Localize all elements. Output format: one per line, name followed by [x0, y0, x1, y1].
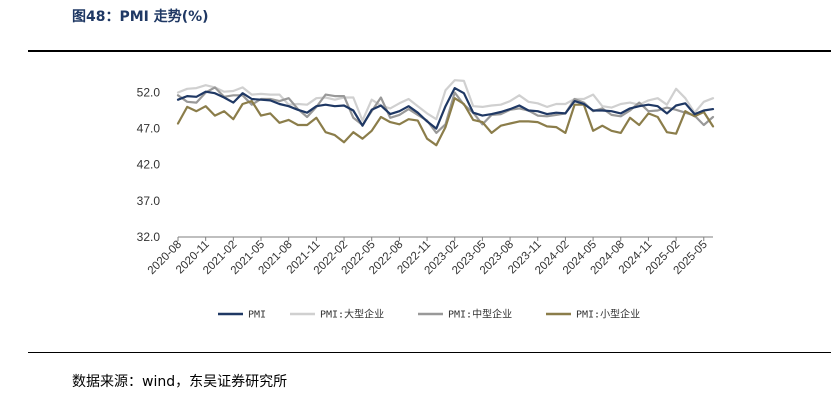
legend-label: PMI:中型企业 [448, 308, 512, 321]
pmi-line-chart: 32.037.042.047.052.02020-082020-112021-0… [137, 79, 715, 321]
chart-legend: PMI PMI:大型企业 PMI:中型企业 PMI:小型企业 [218, 308, 640, 321]
series-line-1 [176, 79, 715, 122]
source-note: 数据来源：wind，东吴证券研究所 [72, 374, 288, 390]
bottom-rule [28, 352, 831, 353]
series-line-3 [176, 97, 715, 147]
figure-title: 图48：PMI 走势(%) [72, 9, 209, 25]
legend-label: PMI [248, 310, 266, 321]
y-tick-label: 37.0 [137, 194, 161, 208]
chart-lines [176, 79, 715, 147]
y-tick-label: 47.0 [137, 122, 161, 136]
chart-axes: 32.037.042.047.052.02020-082020-112021-0… [137, 85, 713, 277]
legend-label: PMI:大型企业 [320, 308, 384, 321]
legend-label: PMI:小型企业 [576, 308, 640, 321]
y-tick-label: 52.0 [137, 85, 161, 99]
y-tick-label: 32.0 [137, 230, 161, 244]
top-rule [28, 50, 831, 52]
series-line-0 [176, 87, 715, 130]
y-tick-label: 42.0 [137, 158, 161, 172]
